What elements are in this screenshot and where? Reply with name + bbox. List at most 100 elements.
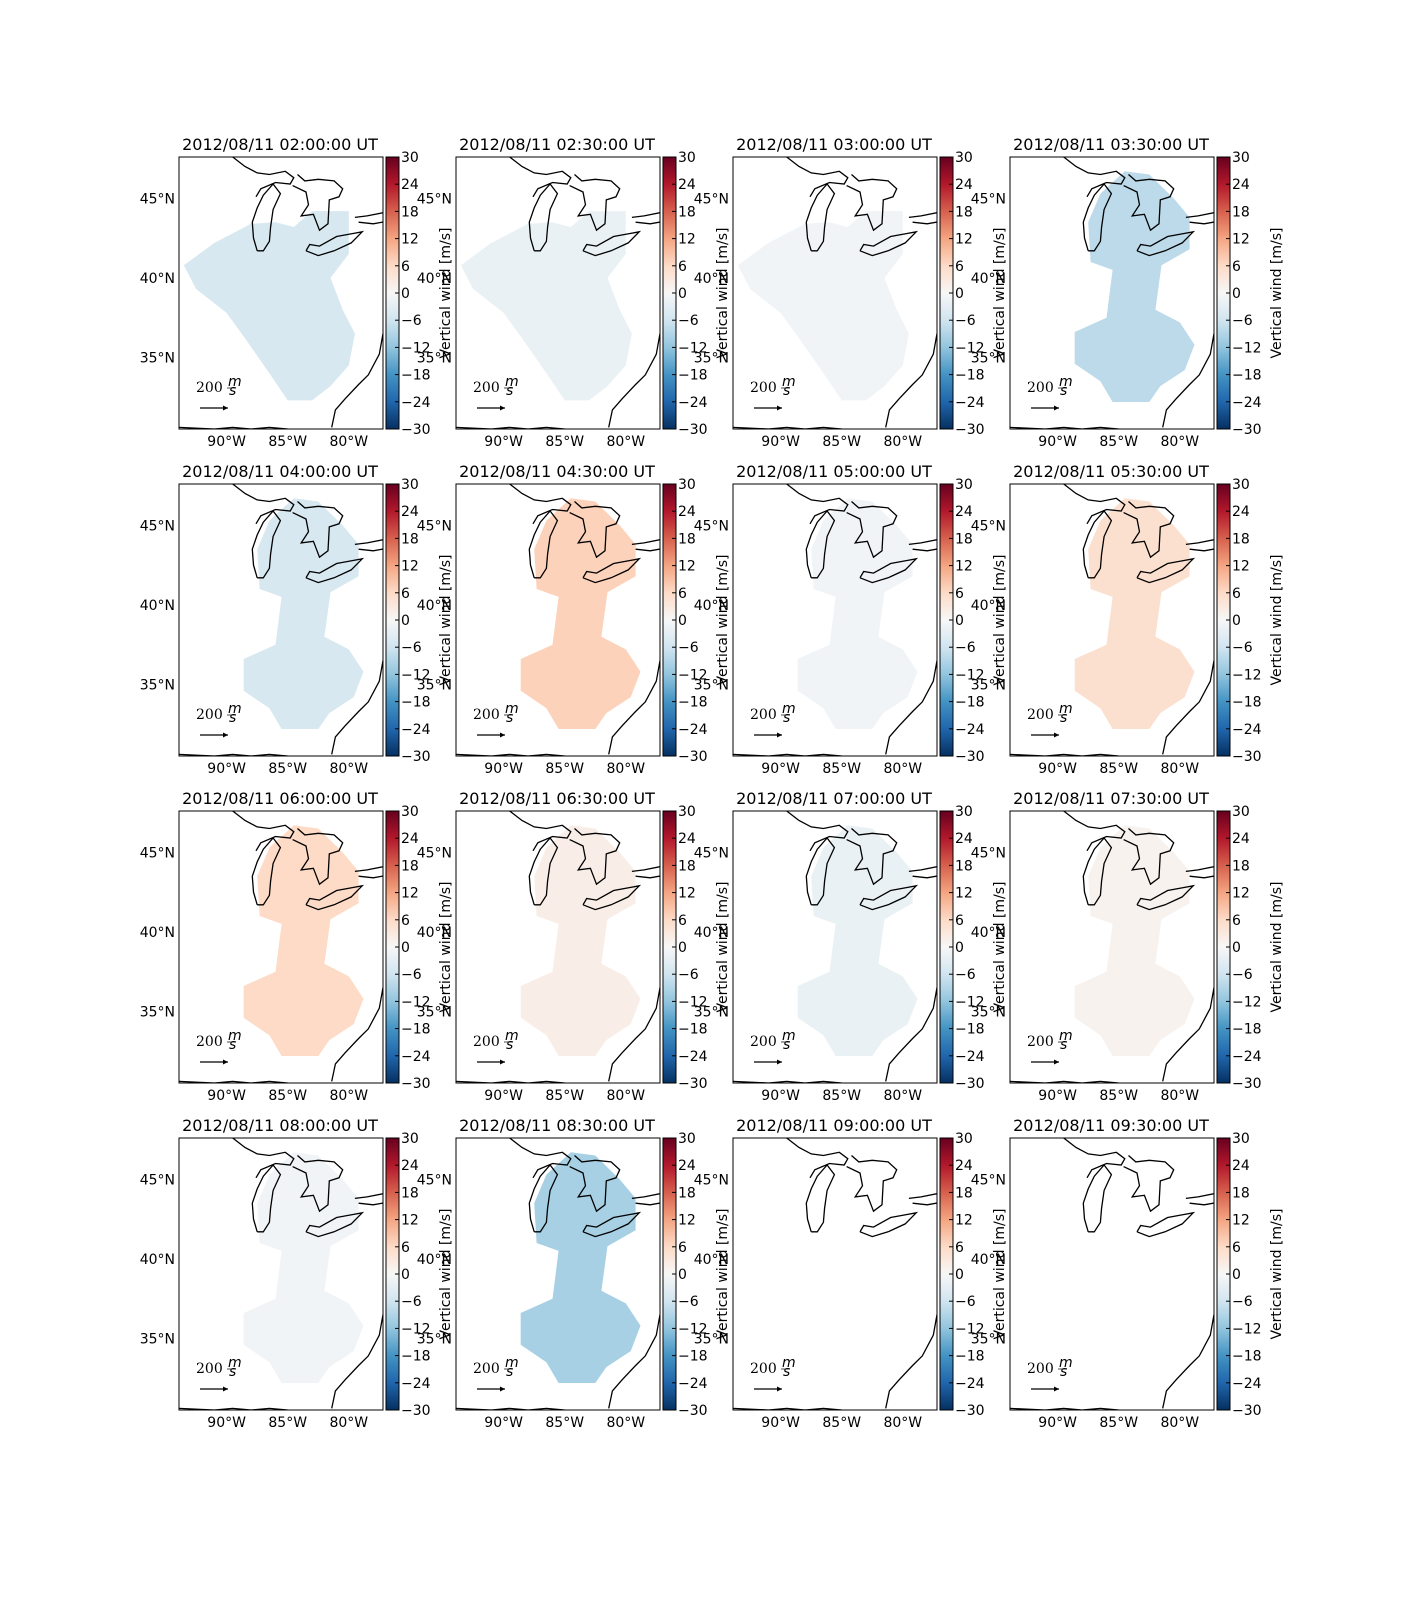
colorbar-tick-label: 24 [1232, 1158, 1250, 1174]
map-frame [732, 810, 938, 1084]
colorbar-tick-label: 6 [1232, 259, 1241, 275]
lon-label: 80°W [606, 434, 645, 450]
lon-label: 90°W [761, 1088, 800, 1104]
coastline [509, 1138, 572, 1179]
map-panel: 2012/08/11 09:00:00 UT 90°W 85°W 80°W 35°N 40… [694, 1116, 1008, 1431]
colorbar-tick-label: 6 [678, 586, 687, 602]
coastline [859, 230, 919, 257]
coastline [631, 212, 660, 225]
lat-label: 35°N [971, 1331, 1006, 1347]
coastline [631, 1193, 660, 1206]
colorbar-tick-label: 0 [1232, 940, 1241, 956]
coastline [608, 333, 660, 428]
lon-label: 90°W [207, 1088, 246, 1104]
coastline [569, 174, 621, 232]
wind-region [243, 825, 364, 1056]
colorbar-tick-label: 12 [955, 886, 973, 902]
lat-label: 45°N [140, 1172, 175, 1188]
quiver-key-value: 200 [1027, 380, 1054, 396]
quiver-key-value: 200 [1027, 707, 1054, 723]
colorbar-tick-label: 12 [1232, 559, 1250, 575]
colorbar-tick-label: −6 [955, 967, 976, 983]
colorbar-tick-label: 24 [401, 504, 419, 520]
lon-label: 80°W [1160, 1415, 1199, 1431]
coastline [1123, 1155, 1175, 1213]
colorbar-tick-label: −6 [678, 967, 699, 983]
colorbar-tick-label: 30 [678, 804, 696, 820]
coastline [1185, 212, 1214, 225]
colorbar-tick-label: 6 [401, 586, 410, 602]
quiver-key-value: 200 [1027, 1034, 1054, 1050]
map-frame [1009, 810, 1215, 1084]
colorbar-tick-label: 0 [678, 940, 687, 956]
lon-label: 80°W [606, 1415, 645, 1431]
quiver-key-unit: m [505, 701, 519, 717]
colorbar-tick-label: −18 [678, 368, 708, 384]
panel-title: 2012/08/11 05:00:00 UT [736, 462, 932, 481]
map-panel: 2012/08/11 04:00:00 UT 90°W 85°W 80°W 35°N 40… [140, 462, 454, 777]
lon-label: 85°W [268, 1088, 307, 1104]
colorbar-tick-label: 30 [1232, 150, 1250, 166]
colorbar-label: Vertical wind [m/s] [992, 1209, 1008, 1340]
colorbar-tick-label: −6 [678, 313, 699, 329]
colorbar-tick-label: −18 [1232, 695, 1262, 711]
quiver-key-value: 200 [750, 1361, 777, 1377]
lon-label: 90°W [1038, 1088, 1077, 1104]
lat-label: 35°N [140, 677, 175, 693]
colorbar-tick-label: −30 [401, 422, 431, 438]
colorbar-tick-label: −12 [955, 1321, 985, 1337]
colorbar-tick-label: −12 [955, 667, 985, 683]
quiver-key-unit: m [505, 1028, 519, 1044]
colorbar-tick-label: 12 [401, 1213, 419, 1229]
quiver-key-value: 200 [473, 707, 500, 723]
lat-label: 40°N [971, 1252, 1006, 1268]
colorbar-tick-label: −12 [1232, 667, 1262, 683]
coastline [1185, 539, 1214, 552]
lat-label: 45°N [694, 1172, 729, 1188]
panel-title: 2012/08/11 04:30:00 UT [459, 462, 655, 481]
map-frame [178, 156, 384, 430]
colorbar-tick-label: 12 [401, 886, 419, 902]
colorbar-tick-label: −12 [1232, 1321, 1262, 1337]
lon-label: 80°W [883, 1088, 922, 1104]
colorbar-label: Vertical wind [m/s] [715, 1209, 731, 1340]
colorbar-tick-label: −18 [678, 1022, 708, 1038]
map-frame [455, 1137, 661, 1411]
coastline [805, 1163, 836, 1233]
colorbar-tick-label: −24 [678, 1376, 708, 1392]
colorbar-tick-label: 18 [955, 1185, 973, 1201]
lat-label: 45°N [694, 191, 729, 207]
colorbar-tick-label: −30 [678, 1076, 708, 1092]
colorbar-tick-label: 12 [955, 559, 973, 575]
coastline [846, 828, 898, 886]
colorbar-tick-label: 30 [401, 804, 419, 820]
coastline [608, 660, 660, 755]
coastline [251, 836, 282, 906]
colorbar-tick-label: 24 [401, 177, 419, 193]
coastline [631, 539, 660, 552]
lon-label: 90°W [207, 761, 246, 777]
lon-label: 85°W [268, 434, 307, 450]
lat-label: 40°N [694, 925, 729, 941]
quiver-key-unit: s [229, 1364, 236, 1380]
lon-label: 85°W [822, 1415, 861, 1431]
colorbar-tick-label: −18 [1232, 368, 1262, 384]
colorbar-tick-label: −6 [1232, 313, 1253, 329]
map-area [1010, 484, 1214, 756]
map-area [179, 157, 383, 429]
colorbar-tick-label: 24 [678, 831, 696, 847]
coastline [354, 1193, 383, 1206]
map-frame [1009, 1137, 1215, 1411]
colorbar-tick-label: 18 [955, 531, 973, 547]
map-area [733, 811, 937, 1083]
colorbar-label: Vertical wind [m/s] [992, 228, 1008, 359]
colorbar-tick-label: −6 [955, 1294, 976, 1310]
colorbar-tick-label: 24 [955, 1158, 973, 1174]
colorbar-tick-label: −24 [401, 1049, 431, 1065]
coastline [1063, 484, 1126, 525]
coastline [251, 182, 282, 252]
panel-title: 2012/08/11 06:00:00 UT [182, 789, 378, 808]
coastline [354, 212, 383, 225]
wind-region [183, 211, 355, 401]
quiver-key-value: 200 [473, 1361, 500, 1377]
